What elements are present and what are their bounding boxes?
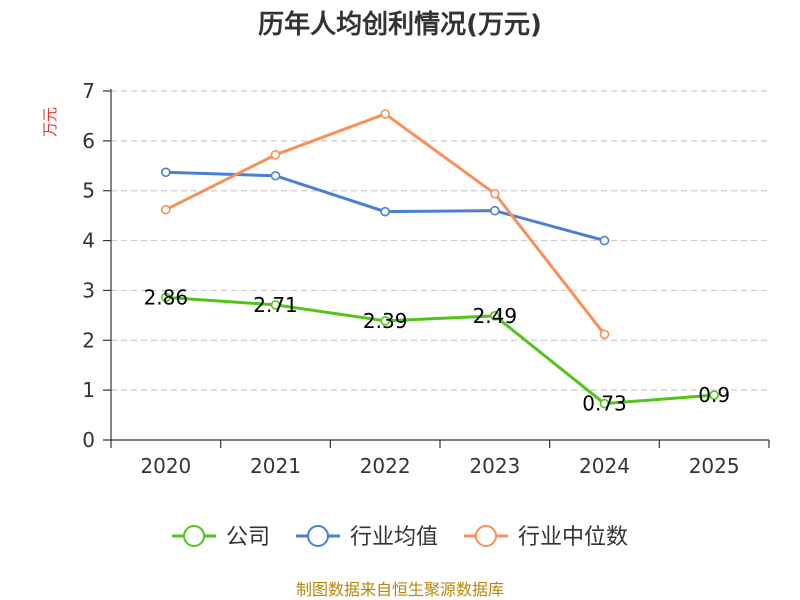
data-label: 2.71 (253, 293, 298, 317)
data-point[interactable] (380, 316, 390, 326)
series-line (165, 170, 605, 243)
legend-item-1[interactable]: 公司 (172, 525, 270, 550)
legend-label: 公司 (226, 525, 270, 550)
data-point[interactable] (270, 170, 281, 181)
y-tick-label: 4 (82, 229, 95, 253)
x-tick-label: 2022 (360, 454, 411, 478)
data-label: 2.39 (363, 309, 408, 333)
y-tick-label: 6 (82, 129, 95, 153)
legend-label: 行业均值 (350, 525, 438, 550)
series-3 (161, 109, 610, 340)
legend[interactable]: 公司 行业均值 行业中位数 (172, 525, 628, 550)
data-point[interactable] (490, 188, 500, 199)
data-point[interactable] (380, 109, 390, 119)
gridlines (111, 90, 769, 391)
x-tick-label: 2025 (689, 454, 740, 478)
legend-item-2[interactable]: 行业均值 (296, 525, 438, 550)
data-label: 0.9 (698, 383, 730, 407)
data-point[interactable] (599, 398, 610, 409)
x-tick-label: 2021 (250, 454, 301, 478)
data-point[interactable] (161, 204, 171, 215)
axes: 0 1 2 3 4 5 6 7 2020 2021 2022 2023 2024 2025 (82, 79, 770, 478)
data-label: 2.49 (473, 304, 518, 328)
data-point[interactable] (270, 300, 281, 310)
source-note: 制图数据来自恒生聚源数据库 (296, 580, 504, 599)
data-point[interactable] (490, 311, 500, 321)
data-point[interactable] (380, 206, 390, 217)
series-line (165, 295, 715, 406)
y-tick-label: 2 (82, 328, 95, 352)
data-point[interactable] (270, 150, 281, 160)
y-axis-unit-label: 万元 (41, 107, 59, 137)
x-tick-label: 2023 (469, 454, 520, 478)
y-tick-label: 5 (82, 179, 95, 203)
data-point[interactable] (599, 235, 610, 246)
legend-label: 行业中位数 (518, 525, 628, 550)
data-point[interactable] (599, 329, 610, 340)
legend-marker-icon (183, 525, 205, 547)
series-1 (161, 292, 719, 409)
x-tick-label: 2024 (579, 454, 630, 478)
y-tick-label: 0 (82, 428, 95, 452)
y-tick-label: 3 (82, 278, 95, 302)
legend-marker-icon (475, 525, 497, 547)
legend-marker-icon (307, 525, 329, 547)
data-label: 0.73 (582, 392, 627, 416)
series-lines (161, 109, 719, 409)
chart-title: 历年人均创利情况(万元) (258, 9, 542, 40)
y-tick-label: 1 (82, 378, 95, 402)
data-labels: 2.86 2.71 2.39 2.49 0.73 0.9 (144, 285, 731, 415)
data-point[interactable] (161, 292, 171, 303)
legend-item-3[interactable]: 行业中位数 (464, 525, 628, 550)
data-point[interactable] (709, 390, 719, 400)
data-point[interactable] (490, 205, 500, 216)
data-label: 2.86 (144, 285, 189, 309)
data-point[interactable] (161, 167, 171, 178)
y-tick-label: 7 (82, 79, 95, 103)
x-tick-label: 2020 (140, 454, 191, 478)
